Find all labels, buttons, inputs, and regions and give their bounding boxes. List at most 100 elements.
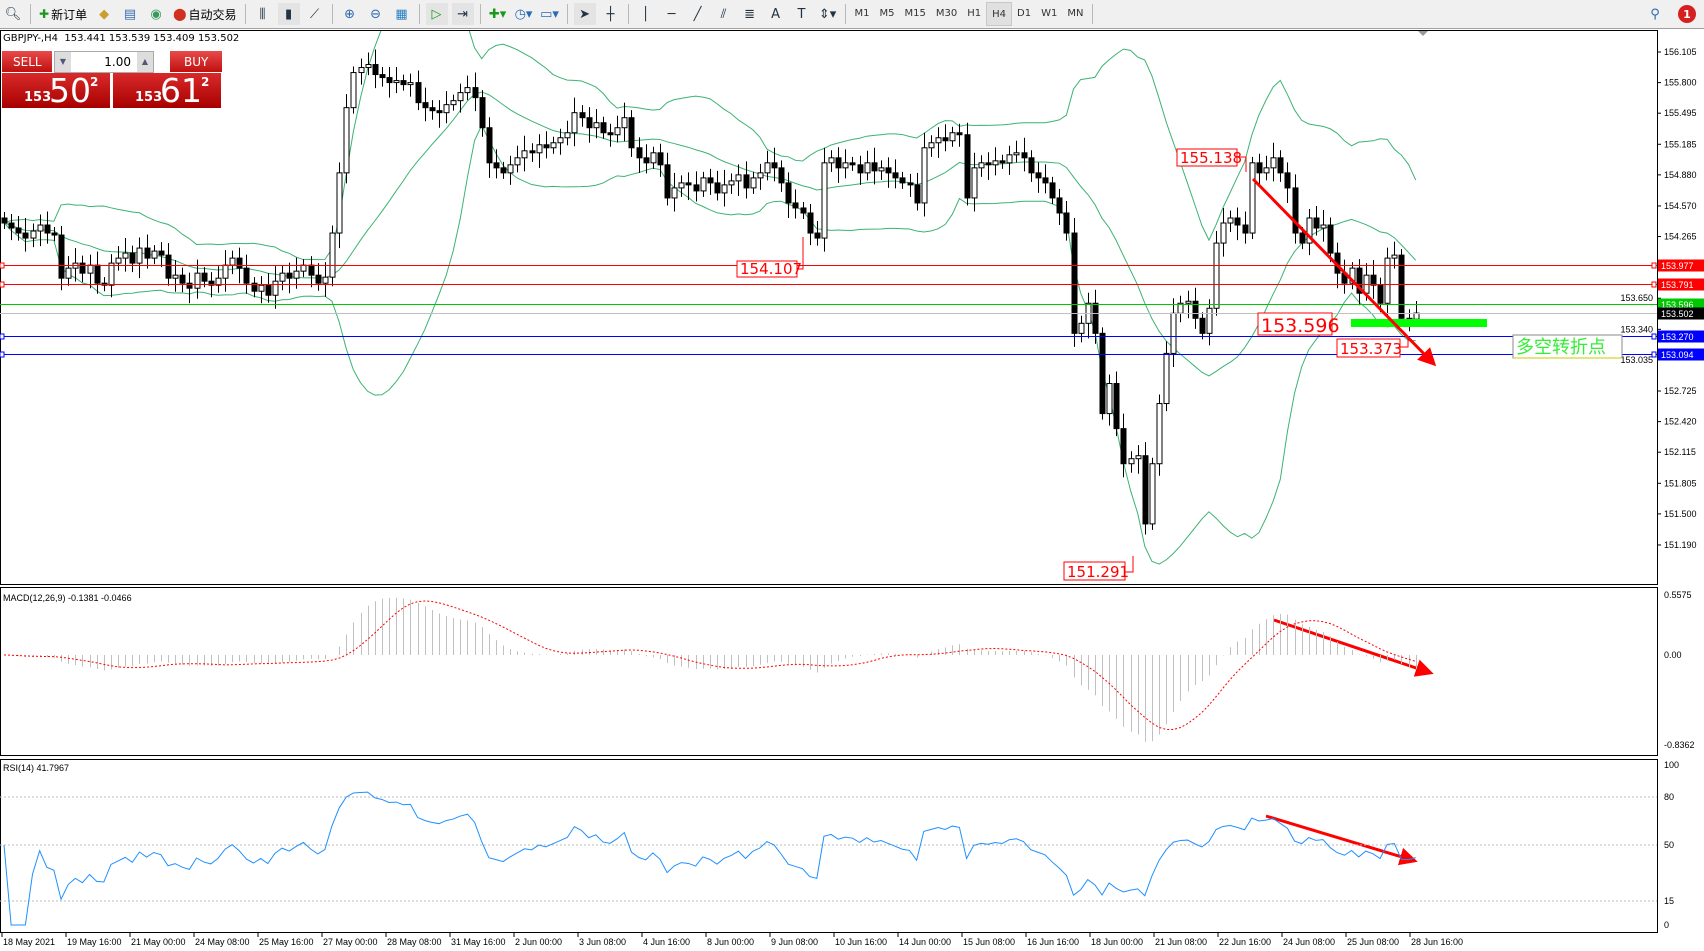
price-annotation-box	[1336, 338, 1401, 358]
price-tick-label: 154.570	[1664, 201, 1697, 211]
candle-bear	[914, 184, 921, 204]
new-order-button[interactable]: ✚ 新订单	[37, 3, 89, 25]
lot-size-stepper[interactable]: ▼ 1.00 ▲	[54, 51, 154, 73]
autotrading-label: 自动交易	[188, 7, 237, 22]
rsi-line	[3, 791, 1416, 926]
price-annotation-label: 153.596	[1261, 315, 1340, 337]
chart-shift-icon[interactable]: ⇥	[451, 3, 474, 25]
candle-bull	[878, 167, 885, 172]
candle-bear	[208, 280, 215, 286]
line-handle	[0, 333, 5, 340]
sell-price[interactable]: 153 50 2	[2, 71, 110, 110]
timeframe-h4[interactable]: H4	[986, 2, 1013, 26]
candle-bull	[365, 64, 372, 69]
candle-bear	[8, 222, 15, 229]
sell-button[interactable]: SELL	[2, 51, 52, 72]
timeframe-d1[interactable]: D1	[1017, 7, 1032, 19]
timeframe-h1[interactable]: H1	[967, 7, 982, 19]
text-icon[interactable]: A	[771, 6, 780, 22]
candle-bear	[814, 232, 821, 239]
candle-bull	[350, 72, 357, 109]
crosshair-icon[interactable]: ┼	[606, 6, 615, 22]
time-tick-label: 14 Jun 00:00	[899, 937, 951, 947]
timeframe-m1[interactable]: M1	[854, 7, 870, 19]
candle-bear	[186, 282, 193, 289]
candle-bear	[400, 80, 407, 86]
candle-bull	[1320, 224, 1327, 229]
trendline-icon[interactable]: ╱	[693, 6, 702, 22]
market-watch-icon[interactable]: ◆	[99, 6, 110, 22]
timeframe-m30[interactable]: M30	[935, 7, 958, 19]
cursor-icon[interactable]: ➤	[573, 3, 596, 25]
timeframe-mn[interactable]: MN	[1067, 7, 1084, 19]
annotation-leader	[1400, 337, 1409, 348]
toolbar-separator	[30, 4, 31, 24]
timeframe-m5[interactable]: M5	[879, 7, 895, 19]
auto-scroll-icon[interactable]: ▷	[425, 3, 448, 25]
one-click-trading-panel: SELL ▼ 1.00 ▲ BUY 153 50 2 153 61 2	[2, 51, 222, 110]
candle-bull	[1391, 254, 1398, 259]
vertical-line-icon[interactable]: │	[641, 6, 650, 22]
candle-bull	[507, 164, 514, 174]
time-tick-label: 24 Jun 08:00	[1283, 937, 1335, 947]
candle-bear	[586, 117, 593, 129]
candle-bear	[771, 162, 778, 169]
lot-decrease-button[interactable]: ▼	[55, 52, 71, 72]
candle-bear	[129, 252, 136, 264]
zoom-icon[interactable]: 🔍︎	[4, 6, 22, 22]
time-tick-label: 25 Jun 08:00	[1347, 937, 1399, 947]
price-tag-bid	[1658, 307, 1704, 320]
navigator-icon[interactable]: ▤	[123, 6, 137, 22]
timeframe-w1[interactable]: W1	[1041, 7, 1058, 19]
zoom-in-icon[interactable]: ⊕	[344, 6, 355, 22]
candle-bear	[251, 282, 258, 292]
autotrading-button[interactable]: ⬤ 自动交易	[171, 3, 238, 25]
horizontal-line-icon[interactable]: ─	[667, 6, 676, 22]
search-icon[interactable]: ⚲	[1650, 6, 1660, 22]
lot-increase-button[interactable]: ▲	[137, 52, 153, 72]
timeframe-m15[interactable]: M15	[904, 7, 926, 19]
signals-icon[interactable]: ◉	[150, 6, 162, 22]
time-tick-label: 24 May 08:00	[195, 937, 250, 947]
zoom-out-icon[interactable]: ⊖	[370, 6, 381, 22]
price-tick-label: 153.650	[1620, 293, 1653, 303]
candle-bear	[79, 262, 86, 274]
line-handle	[1651, 281, 1657, 288]
pivot-zone-bar	[1351, 319, 1487, 327]
candle-bear	[643, 157, 650, 164]
line-handle	[0, 281, 5, 288]
bar-chart-icon[interactable]: ⫼	[259, 6, 266, 22]
candle-bear	[1056, 197, 1063, 214]
buy-button[interactable]: BUY	[170, 51, 222, 72]
lot-size-value[interactable]: 1.00	[104, 55, 131, 69]
price-tag-label: 153.596	[1661, 300, 1694, 310]
notification-badge[interactable]: 1	[1678, 5, 1696, 23]
text-label-icon[interactable]: T	[797, 6, 806, 22]
periods-icon[interactable]: ◷▾	[514, 6, 533, 22]
arrows-icon[interactable]: ⇕▾	[818, 6, 837, 22]
fibonacci-icon[interactable]: ≣	[744, 6, 755, 22]
price-tag-label: 153.094	[1661, 350, 1694, 360]
candle-bull	[1220, 222, 1227, 244]
candle-bear	[849, 162, 856, 166]
candle-bear	[899, 177, 906, 184]
indicators-icon[interactable]: ✚▾	[488, 6, 507, 22]
candle-bull	[358, 67, 365, 74]
toolbar-separator	[1092, 4, 1094, 24]
candle-bull	[215, 277, 222, 286]
templates-icon[interactable]: ▭▾	[540, 6, 559, 22]
candle-bull	[336, 172, 343, 234]
candlestick-icon[interactable]: ▮	[277, 3, 300, 25]
equidistant-channel-icon[interactable]: ⫽	[720, 6, 727, 22]
candle-bull	[842, 162, 849, 169]
price-tick-label: 154.880	[1664, 170, 1697, 180]
tile-windows-icon[interactable]: ▦	[395, 6, 408, 22]
candle-bear	[500, 167, 507, 174]
buy-price[interactable]: 153 61 2	[113, 71, 221, 110]
candle-bear	[1356, 267, 1363, 294]
candle-bear	[236, 257, 243, 269]
line-chart-icon[interactable]: ⟋	[309, 6, 320, 22]
macd-signal-line	[3, 600, 1416, 731]
candle-bull	[700, 177, 707, 192]
